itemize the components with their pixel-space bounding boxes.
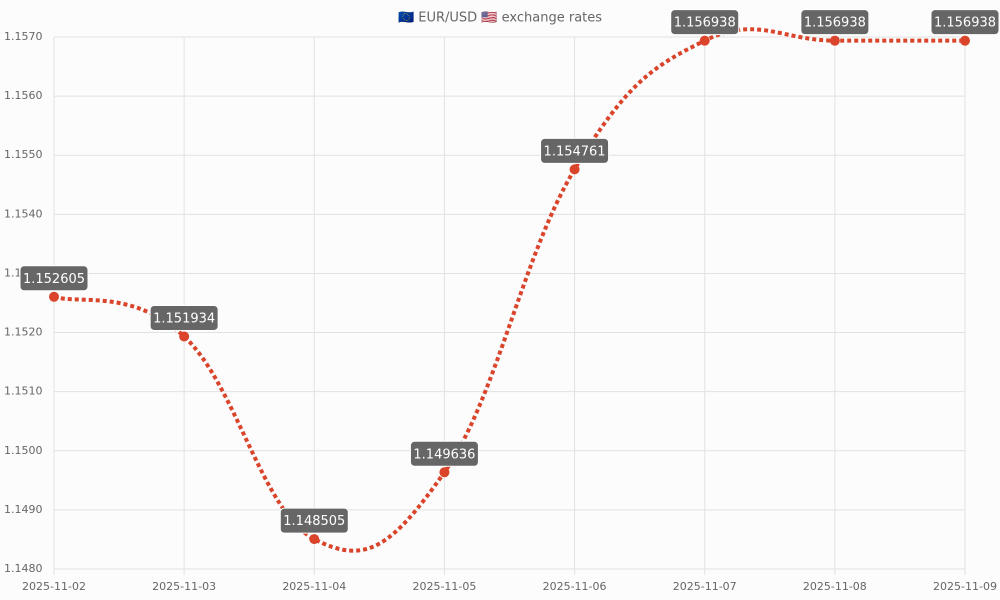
value-label: 1.148505 — [283, 514, 345, 529]
x-tick-label: 2025-11-04 — [282, 580, 346, 593]
point — [179, 331, 190, 342]
point — [569, 164, 580, 175]
point — [49, 291, 59, 302]
y-tick-label: 1.1500 — [4, 444, 43, 457]
x-tick-label: 2025-11-07 — [673, 580, 737, 593]
x-tick-label: 2025-11-06 — [543, 580, 607, 593]
y-tick-label: 1.1550 — [4, 148, 43, 161]
line — [53, 27, 965, 553]
y-tick-label: 1.1490 — [4, 503, 43, 516]
y-tick-label: 1.1560 — [4, 89, 43, 102]
x-tick-label: 2025-11-02 — [22, 580, 86, 593]
x-tick-label: 2025-11-03 — [152, 580, 216, 593]
value-label-box — [19, 265, 89, 292]
value-label: 1.156938 — [804, 16, 866, 31]
value-label-box — [540, 137, 610, 164]
value-label: 1.154761 — [544, 144, 606, 159]
value-label: 1.156938 — [674, 16, 736, 31]
x-tick-label: 2025-11-05 — [412, 580, 476, 593]
x-tick-label: 2025-11-09 — [933, 580, 997, 593]
point — [699, 35, 710, 46]
y-tick-label: 1.1540 — [4, 207, 43, 220]
value-label-box — [149, 304, 219, 331]
value-label-box — [279, 507, 349, 534]
value-label-box — [930, 9, 1000, 36]
point — [439, 467, 450, 478]
value-label: 1.149636 — [413, 447, 475, 462]
value-label: 1.152605 — [23, 272, 85, 287]
value-label: 1.151934 — [153, 311, 215, 326]
x-tick-label: 2025-11-08 — [803, 580, 867, 593]
point — [309, 534, 320, 545]
value-label-box — [409, 440, 479, 467]
chart-title: 🇪🇺 EUR/USD 🇺🇸 exchange rates — [398, 11, 602, 26]
value-label: 1.156938 — [934, 16, 996, 31]
value-label-box — [800, 9, 870, 36]
y-tick-label: 1.1510 — [4, 385, 43, 398]
value-label-box — [670, 9, 740, 36]
point — [960, 35, 970, 46]
y-tick-label: 1.1480 — [4, 562, 43, 575]
point — [829, 35, 840, 46]
y-tick-label: 1.1570 — [4, 30, 43, 43]
y-tick-label: 1.1520 — [4, 326, 43, 339]
